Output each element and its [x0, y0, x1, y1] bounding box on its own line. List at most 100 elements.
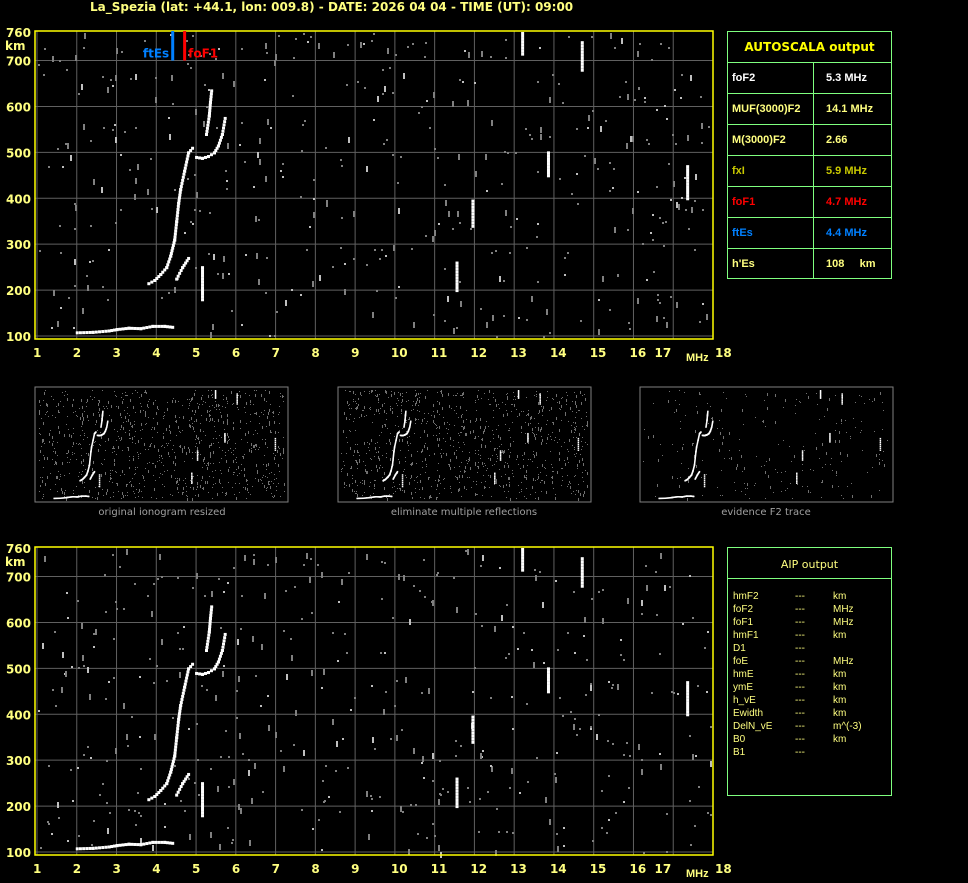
noise-dot	[145, 468, 146, 469]
noise-dot	[461, 432, 462, 433]
noise-dot	[108, 681, 110, 683]
noise-dot	[509, 430, 510, 431]
noise-dot	[541, 427, 542, 430]
noise-dot	[55, 417, 56, 418]
trace-point	[694, 454, 697, 456]
trace-point	[819, 392, 822, 394]
trace-point	[208, 622, 212, 626]
noise-dot	[273, 412, 274, 413]
trace-point	[392, 458, 394, 461]
noise-dot	[402, 399, 403, 402]
noise-dot	[406, 420, 407, 421]
trace-point	[409, 423, 412, 425]
noise-dot	[386, 139, 388, 141]
trace-point	[471, 224, 475, 228]
noise-dot	[493, 417, 494, 418]
noise-dot	[295, 710, 297, 716]
noise-dot	[498, 435, 499, 438]
noise-dot	[382, 455, 383, 456]
noise-dot	[552, 398, 553, 399]
noise-dot	[729, 432, 730, 435]
trace-point	[176, 720, 180, 724]
noise-dot	[475, 400, 476, 401]
noise-dot	[670, 296, 672, 298]
noise-dot	[468, 459, 469, 460]
noise-dot	[114, 463, 115, 466]
noise-dot	[454, 410, 455, 411]
noise-dot	[49, 441, 50, 442]
noise-dot	[204, 457, 205, 460]
noise-dot	[584, 617, 586, 623]
noise-dot	[240, 428, 241, 429]
noise-dot	[94, 442, 95, 443]
noise-dot	[702, 495, 703, 496]
trace-point	[390, 469, 393, 471]
noise-dot	[482, 750, 484, 752]
noise-dot	[536, 396, 537, 397]
noise-dot	[371, 459, 372, 460]
noise-dot	[364, 391, 365, 392]
trace-point	[176, 204, 180, 208]
noise-dot	[402, 490, 403, 491]
noise-dot	[414, 433, 415, 434]
noise-dot	[180, 445, 181, 448]
noise-dot	[77, 416, 78, 417]
noise-dot	[534, 455, 535, 458]
trace-point	[700, 431, 702, 433]
noise-dot	[220, 483, 221, 484]
noise-dot	[459, 222, 461, 224]
noise-dot	[116, 472, 117, 473]
noise-dot	[662, 455, 663, 456]
noise-dot	[491, 120, 493, 126]
noise-dot	[47, 404, 48, 407]
noise-dot	[243, 456, 244, 459]
noise-dot	[463, 427, 464, 430]
noise-dot	[137, 392, 138, 393]
noise-dot	[303, 33, 305, 35]
noise-dot	[275, 432, 276, 433]
trace-point	[694, 458, 696, 461]
noise-dot	[265, 176, 267, 182]
trace-point	[136, 843, 140, 847]
noise-dot	[225, 170, 227, 172]
noise-dot	[490, 697, 492, 699]
noise-dot	[512, 470, 513, 471]
noise-dot	[621, 38, 623, 44]
autoscala-row: h'Es 108 km	[728, 249, 891, 279]
trace-point	[819, 393, 822, 396]
noise-dot	[265, 442, 266, 443]
noise-dot	[557, 402, 558, 403]
noise-dot	[456, 456, 457, 459]
noise-dot	[461, 426, 462, 427]
thumbnail-2	[639, 386, 894, 503]
noise-dot	[495, 850, 497, 856]
noise-dot	[459, 281, 461, 283]
noise-dot	[133, 406, 134, 409]
noise-dot	[587, 127, 589, 129]
trace-point	[161, 786, 165, 790]
noise-dot	[291, 289, 293, 291]
noise-dot	[553, 399, 554, 400]
noise-dot	[702, 209, 704, 211]
trace-point	[196, 453, 199, 455]
trace-point	[686, 695, 690, 699]
noise-dot	[480, 455, 481, 456]
trace-point	[686, 179, 690, 183]
trace-point	[517, 397, 520, 399]
noise-dot	[659, 753, 661, 755]
y-tick-label: 200	[6, 284, 31, 298]
noise-dot	[194, 393, 195, 396]
trace-point	[212, 151, 216, 155]
noise-dot	[538, 423, 539, 424]
trace-point	[207, 114, 211, 118]
noise-dot	[526, 397, 527, 398]
noise-dot	[694, 249, 696, 251]
noise-dot	[153, 583, 155, 585]
trace-point	[187, 667, 191, 671]
noise-dot	[166, 428, 167, 431]
noise-dot	[122, 492, 123, 495]
noise-dot	[435, 424, 436, 425]
trace-point	[224, 435, 226, 438]
trace-point	[94, 330, 98, 334]
noise-dot	[187, 496, 188, 497]
